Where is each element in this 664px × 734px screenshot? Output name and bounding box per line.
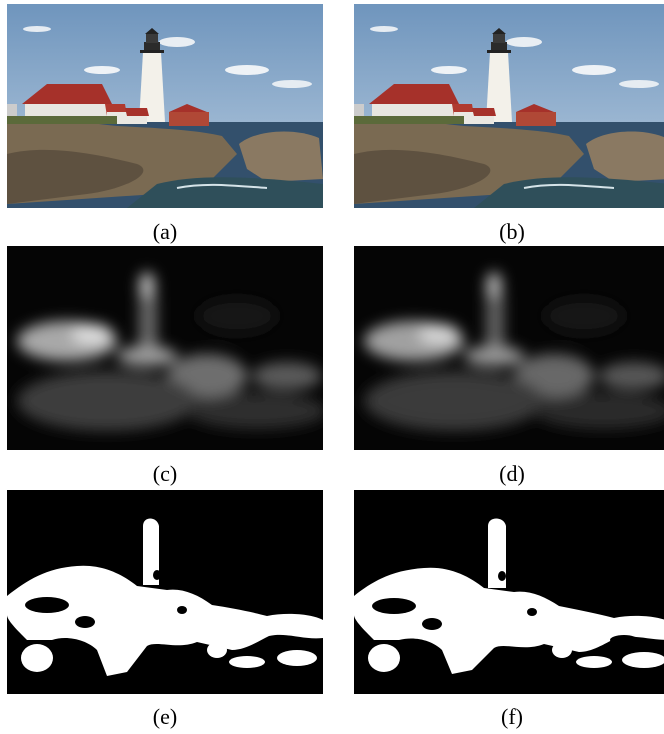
caption-a: (a) <box>152 219 178 244</box>
caption-b: (b) <box>499 219 525 244</box>
lighthouse-photo <box>7 4 323 208</box>
saliency-map <box>354 246 664 450</box>
panel-e-mask <box>7 490 323 694</box>
lighthouse-photo <box>354 4 664 208</box>
caption-d: (d) <box>499 461 525 486</box>
saliency-map <box>7 246 323 450</box>
panel-f-mask <box>354 490 664 694</box>
caption-f: (f) <box>501 704 523 729</box>
panel-b-photo <box>354 4 664 208</box>
panel-c-saliency <box>7 246 323 450</box>
panel-d-saliency <box>354 246 664 450</box>
caption-c: (c) <box>152 461 178 486</box>
panel-a-photo <box>7 4 323 208</box>
caption-e: (e) <box>152 704 178 729</box>
segmentation-mask <box>354 490 664 694</box>
segmentation-mask <box>7 490 323 694</box>
